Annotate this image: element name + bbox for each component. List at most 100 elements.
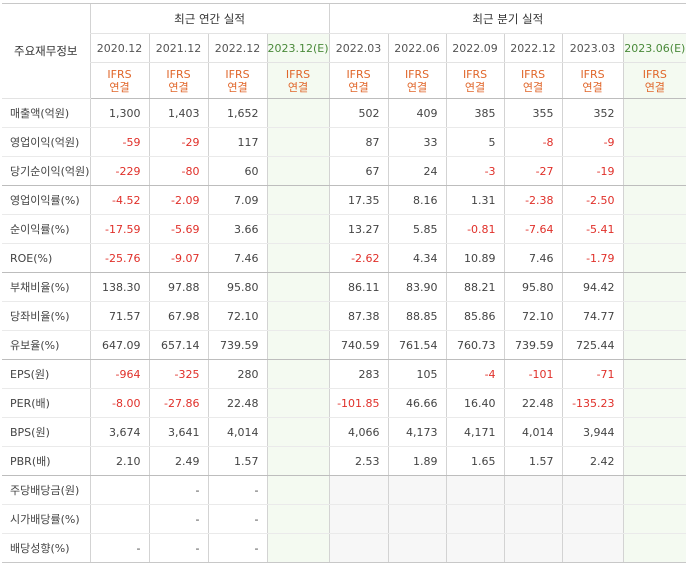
value-cell (266, 475, 330, 505)
basis-scope: 연결 (348, 80, 369, 94)
period-header: 2022.12 (207, 33, 267, 63)
basis-standard: IFRS (404, 67, 430, 81)
accounting-basis-label: IFRS 연결 (622, 62, 687, 99)
value-cell (328, 475, 389, 505)
value-cell: - (207, 475, 267, 505)
value-cell: 1.31 (445, 185, 505, 215)
value-cell: -19 (561, 156, 624, 186)
value-cell: - (207, 533, 267, 563)
value-cell: -4.52 (89, 185, 149, 215)
basis-scope: 연결 (522, 80, 544, 94)
value-cell: -5.69 (148, 214, 208, 244)
accounting-basis-label: IFRS 연결 (387, 62, 447, 99)
value-cell: 33 (387, 127, 447, 157)
value-cell (561, 504, 624, 534)
table-row: ROE(%) -25.76 -9.07 7.46 -2.62 4.34 10.89 7.46-… (2, 243, 687, 273)
basis-standard: IFRS (285, 67, 311, 81)
value-cell (561, 533, 624, 563)
row-label: PER(배) (2, 388, 90, 418)
row-label: PBR(배) (2, 446, 90, 476)
value-cell: 10.89 (445, 243, 505, 273)
basis-standard: IFRS (642, 67, 667, 81)
value-cell: 1.57 (207, 446, 267, 476)
value-cell: 17.35 (328, 185, 389, 215)
table-row: 부채비율(%) 138.30 97.88 95.80 86.11 83.90 88.21 95… (2, 272, 687, 302)
accounting-basis-label: IFRS 연결 (328, 62, 389, 99)
table-row: PER(배) -8.00 -27.86 22.48 -101.85 46.66 16.40 2… (2, 388, 687, 418)
basis-scope: 연결 (168, 80, 189, 94)
value-cell: 60 (207, 156, 267, 186)
value-cell: 739.59 (207, 330, 267, 360)
table-row: BPS(원) 3,674 3,641 4,014 4,066 4,173 4,171 4,01… (2, 417, 687, 447)
period-header: 2022.06 (387, 33, 447, 63)
value-cell (387, 475, 447, 505)
value-cell: 2.53 (328, 446, 389, 476)
value-cell: 5.85 (387, 214, 447, 244)
accounting-basis-label: IFRS 연결 (445, 62, 505, 99)
row-label: EPS(원) (2, 359, 90, 389)
value-cell: -1.79 (561, 243, 624, 273)
value-cell (266, 504, 330, 534)
basis-scope: 연결 (406, 80, 428, 94)
value-cell: -5.41 (561, 214, 624, 244)
row-label: 부채비율(%) (2, 272, 90, 302)
row-label: 순이익률(%) (2, 214, 90, 244)
value-cell: 138.30 (89, 272, 149, 302)
value-cell: -325 (148, 359, 208, 389)
value-cell (622, 330, 687, 360)
value-cell: - (148, 475, 208, 505)
value-cell: 657.14 (148, 330, 208, 360)
value-cell (503, 533, 563, 563)
value-cell: 1.57 (503, 446, 563, 476)
corner-label: 주요재무정보 (2, 3, 90, 99)
value-cell: 1,403 (148, 98, 208, 128)
financial-table: 주요재무정보 최근 연간 실적 최근 분기 실적 2020.12 2021.12 2… (2, 3, 687, 563)
value-cell: 97.88 (148, 272, 208, 302)
accounting-basis-label: IFRS 연결 (561, 62, 624, 99)
value-cell: -229 (89, 156, 149, 186)
value-cell: 280 (207, 359, 267, 389)
value-cell: 105 (387, 359, 447, 389)
value-cell: 24 (387, 156, 447, 186)
value-cell: -9 (561, 127, 624, 157)
value-cell: 352 (561, 98, 624, 128)
value-cell: 87 (328, 127, 389, 157)
value-cell: 86.11 (328, 272, 389, 302)
value-cell: 7.46 (503, 243, 563, 273)
basis-standard: IFRS (107, 67, 132, 81)
value-cell: 4,014 (503, 417, 563, 447)
basis-scope: 연결 (227, 80, 248, 94)
value-cell (445, 475, 505, 505)
basis-scope: 연결 (582, 80, 603, 94)
row-label: BPS(원) (2, 417, 90, 447)
value-cell: 71.57 (89, 301, 149, 331)
value-cell (266, 301, 330, 331)
accounting-basis-label: IFRS 연결 (148, 62, 208, 99)
table-row: 주당배당금(원) - - (2, 475, 687, 505)
value-cell: -2.50 (561, 185, 624, 215)
basis-scope: 연결 (464, 80, 486, 94)
value-cell (266, 388, 330, 418)
value-cell: 3.66 (207, 214, 267, 244)
value-cell: -7.64 (503, 214, 563, 244)
row-label: 매출액(억원) (2, 98, 90, 128)
value-cell (445, 533, 505, 563)
period-header: 2021.12 (148, 33, 208, 63)
value-cell: -29 (148, 127, 208, 157)
value-cell: 385 (445, 98, 505, 128)
value-cell: 94.42 (561, 272, 624, 302)
value-cell: 7.09 (207, 185, 267, 215)
value-cell: 72.10 (207, 301, 267, 331)
value-cell: 46.66 (387, 388, 447, 418)
period-header: 2022.09 (445, 33, 505, 63)
row-label: 유보율(%) (2, 330, 90, 360)
value-cell: 67.98 (148, 301, 208, 331)
table-row: 시가배당률(%) - - (2, 504, 687, 534)
value-cell: - (148, 504, 208, 534)
value-cell: 2.10 (89, 446, 149, 476)
value-cell: 355 (503, 98, 563, 128)
value-cell: -4 (445, 359, 505, 389)
table-row: 순이익률(%) -17.59 -5.69 3.66 13.27 5.85 -0.81 -7.6… (2, 214, 687, 244)
value-cell: 3,944 (561, 417, 624, 447)
